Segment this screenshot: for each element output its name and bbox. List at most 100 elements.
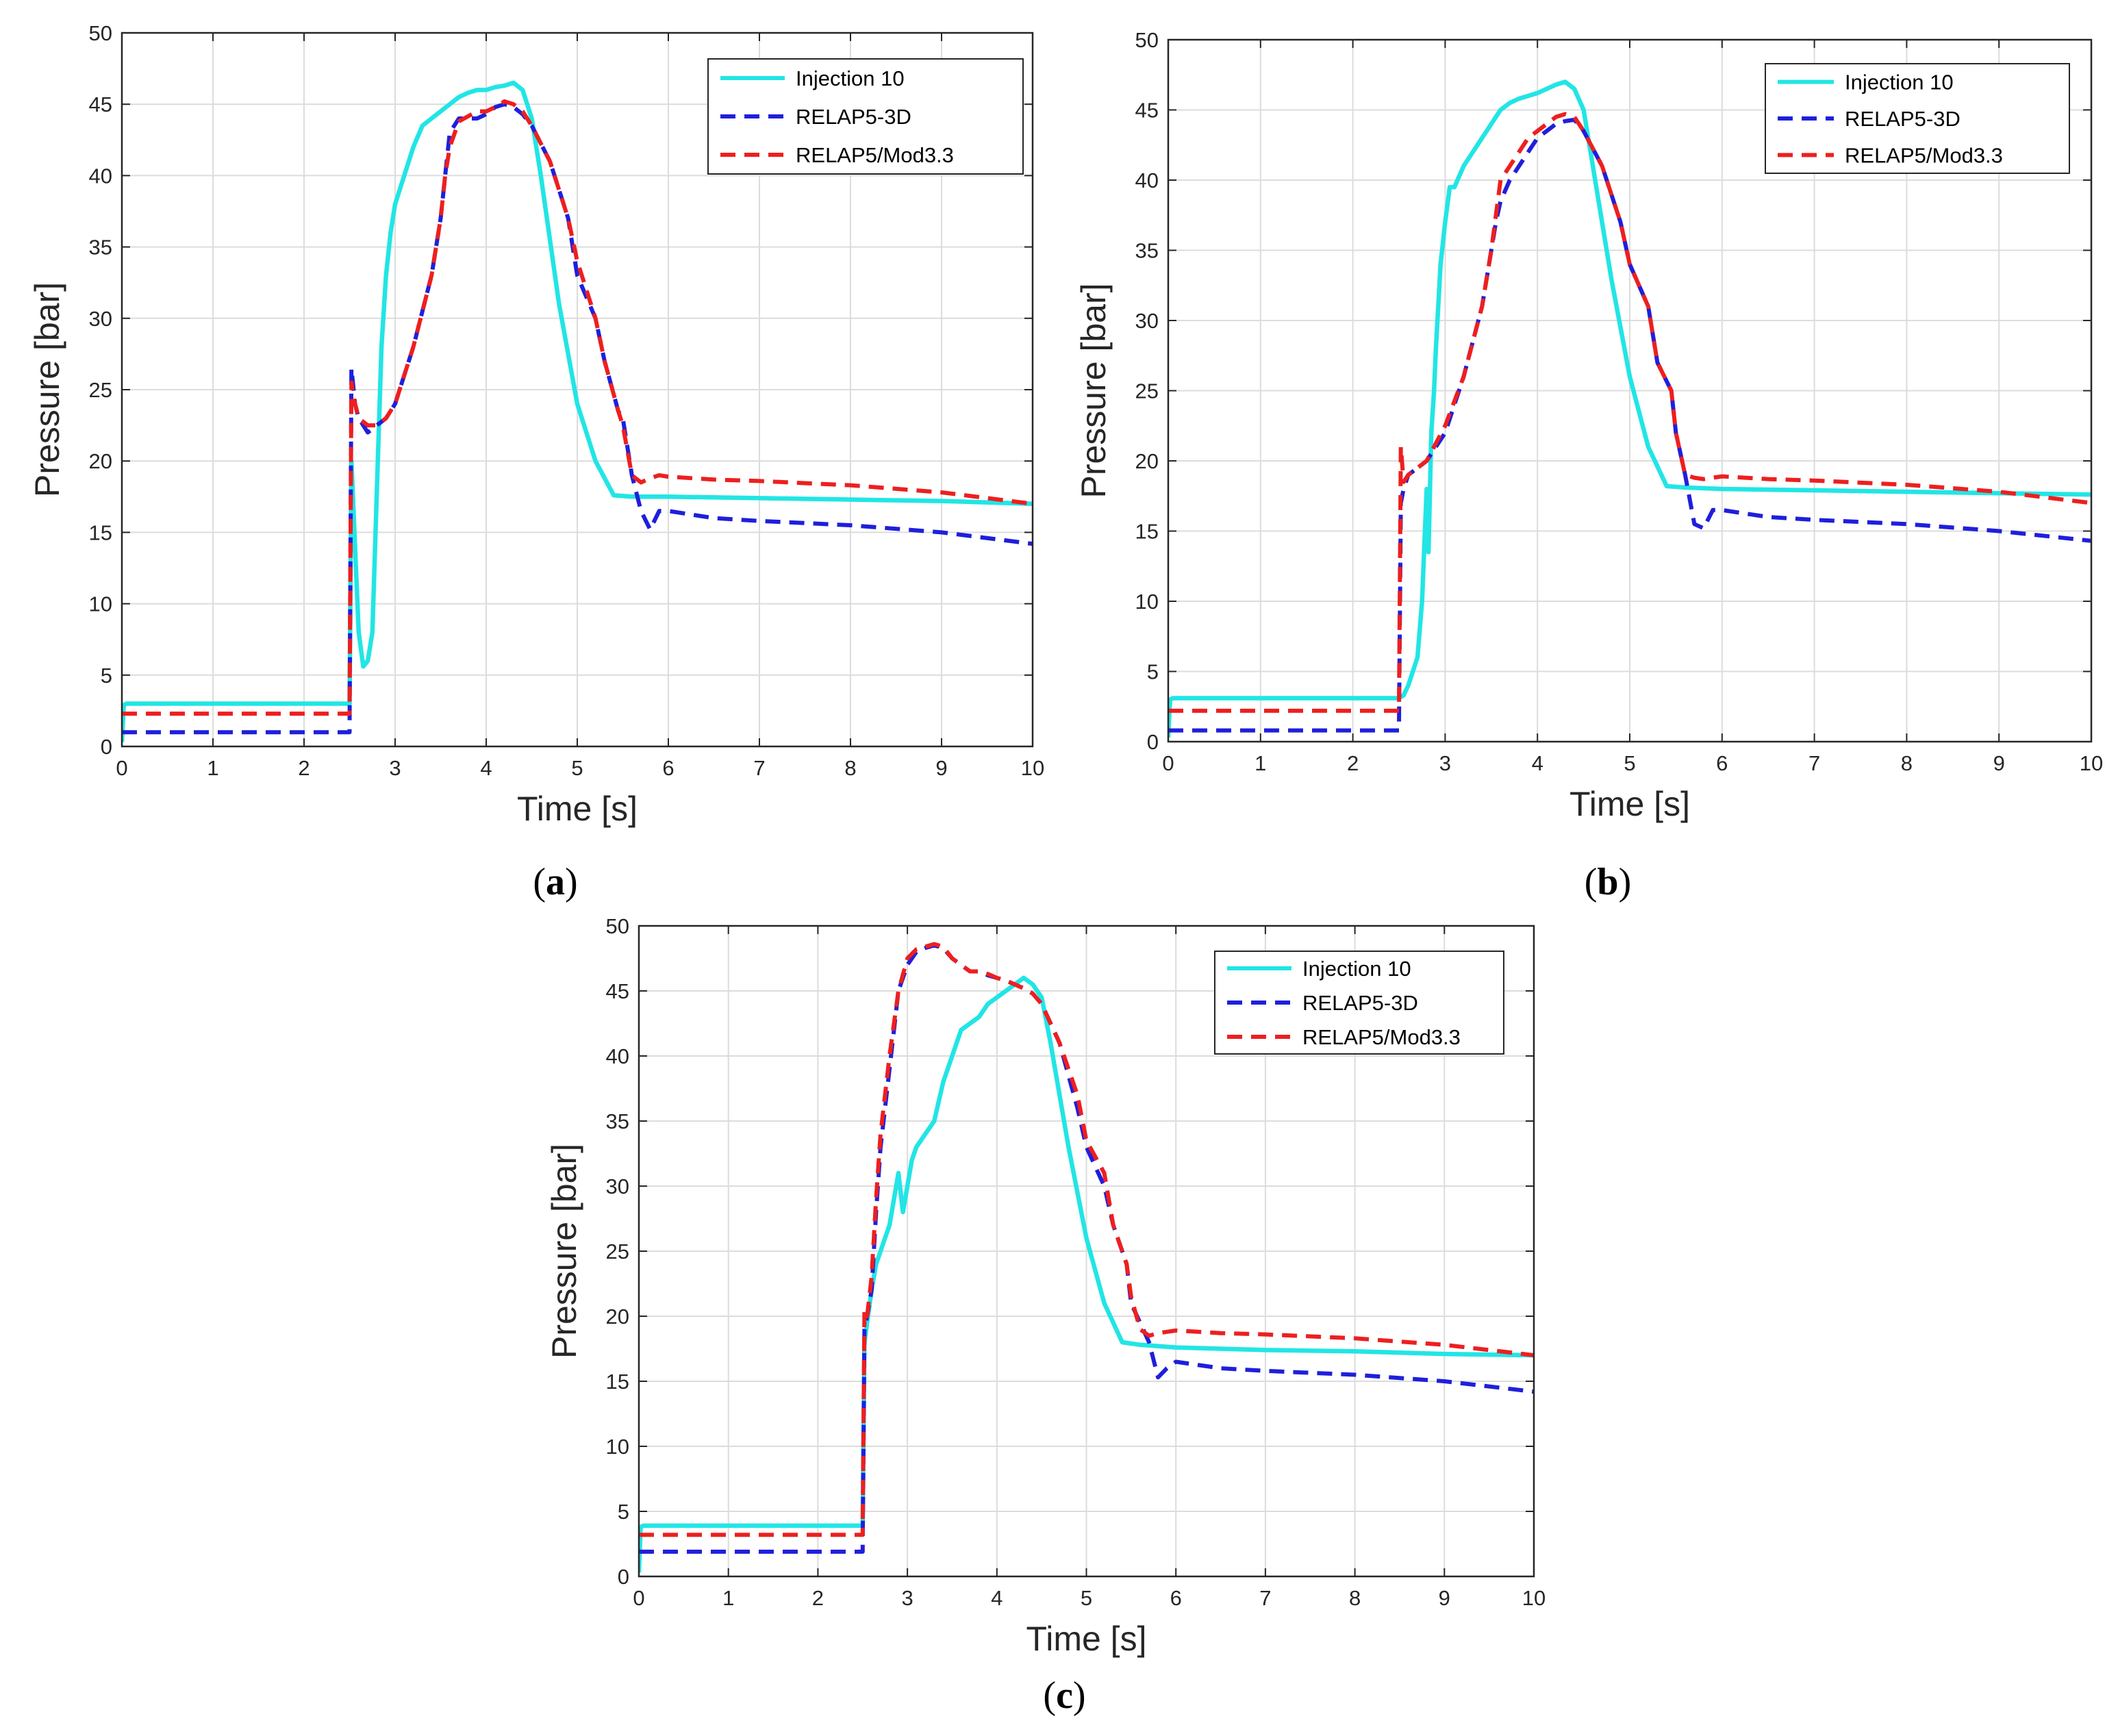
y-tick-label: 10 <box>1135 590 1159 614</box>
y-tick-label: 50 <box>1135 28 1159 52</box>
legend-entry-label: RELAP5-3D <box>796 105 911 129</box>
y-tick-label: 30 <box>1135 309 1159 333</box>
panel-caption: (c) <box>1043 1674 1085 1717</box>
x-tick-label: 8 <box>1901 751 1913 775</box>
x-tick-label: 1 <box>722 1586 734 1610</box>
y-tick-label: 20 <box>89 449 112 473</box>
y-tick-label: 5 <box>101 664 112 688</box>
legend-entry-label: RELAP5/Mod3.3 <box>1302 1025 1461 1049</box>
y-tick-label: 35 <box>1135 239 1159 263</box>
x-tick-label: 6 <box>662 756 674 780</box>
x-tick-label: 1 <box>1255 751 1266 775</box>
y-tick-label: 5 <box>1147 660 1159 684</box>
x-tick-label: 9 <box>1993 751 2005 775</box>
x-tick-label: 0 <box>633 1586 644 1610</box>
y-tick-label: 50 <box>89 21 112 45</box>
y-tick-label: 20 <box>1135 449 1159 473</box>
x-axis-label: Time [s] <box>517 790 638 828</box>
caption-close-paren: ) <box>1073 1674 1086 1717</box>
x-tick-label: 0 <box>1162 751 1174 775</box>
legend: Injection 10 RELAP5-3D RELAP5/Mod3.3 <box>707 58 1024 175</box>
caption-letter: b <box>1597 861 1618 903</box>
legend-entry-label: Injection 10 <box>1302 957 1411 981</box>
y-axis-label: Pressure [bar] <box>545 1144 583 1359</box>
x-tick-label: 4 <box>480 756 492 780</box>
series-group <box>1168 79 2091 738</box>
x-tick-label: 5 <box>571 756 583 780</box>
caption-open-paren: ( <box>1585 861 1598 903</box>
x-axis-label: Time [s] <box>1569 785 1690 823</box>
series-line-injection-10 <box>639 975 1534 1573</box>
y-tick-label: 10 <box>606 1435 629 1459</box>
x-tick-label: 7 <box>753 756 765 780</box>
y-tick-label: 40 <box>1135 168 1159 192</box>
x-tick-label: 0 <box>116 756 127 780</box>
x-axis-label: Time [s] <box>1026 1620 1147 1658</box>
y-tick-label: 15 <box>606 1370 629 1394</box>
y-tick-label: 0 <box>618 1565 629 1589</box>
series-line-relap5-mod3-3 <box>1168 112 2091 713</box>
x-tick-label: 8 <box>1349 1586 1361 1610</box>
legend-entry-label: Injection 10 <box>796 66 905 90</box>
x-tick-label: 3 <box>901 1586 913 1610</box>
series-line-relap5-3d <box>122 102 1033 735</box>
x-tick-label: 10 <box>2080 751 2103 775</box>
y-tick-label: 0 <box>101 735 112 759</box>
x-tick-label: 9 <box>1439 1586 1450 1610</box>
x-tick-label: 4 <box>991 1586 1003 1610</box>
y-tick-label: 45 <box>89 92 112 116</box>
x-tick-label: 7 <box>1259 1586 1271 1610</box>
series-line-injection-10 <box>122 80 1033 742</box>
x-tick-label: 10 <box>1021 756 1044 780</box>
legend-entry-label: RELAP5-3D <box>1302 991 1418 1015</box>
y-tick-label: 45 <box>1135 99 1159 123</box>
x-tick-label: 3 <box>1439 751 1451 775</box>
panel-caption: (b) <box>1585 861 1631 903</box>
y-tick-label: 40 <box>89 164 112 188</box>
caption-open-paren: ( <box>533 861 546 903</box>
caption-letter: a <box>546 861 565 903</box>
x-tick-label: 10 <box>1522 1586 1546 1610</box>
x-tick-label: 6 <box>1716 751 1728 775</box>
y-tick-label: 10 <box>89 592 112 616</box>
caption-close-paren: ) <box>565 861 578 903</box>
y-tick-label: 15 <box>1135 520 1159 544</box>
series-group <box>122 80 1033 742</box>
y-tick-label: 40 <box>606 1044 629 1068</box>
legend: Injection 10 RELAP5-3D RELAP5/Mod3.3 <box>1765 63 2070 174</box>
series-line-injection-10 <box>1168 79 2091 738</box>
x-tick-label: 5 <box>1624 751 1635 775</box>
y-tick-label: 25 <box>606 1240 629 1263</box>
x-tick-label: 8 <box>844 756 856 780</box>
y-tick-label: 25 <box>89 378 112 402</box>
x-tick-label: 4 <box>1532 751 1543 775</box>
x-tick-label: 3 <box>389 756 401 780</box>
legend-entry-label: RELAP5/Mod3.3 <box>796 143 954 167</box>
y-tick-label: 25 <box>1135 379 1159 403</box>
legend: Injection 10 RELAP5-3D RELAP5/Mod3.3 <box>1214 951 1504 1055</box>
legend-entry-label: RELAP5-3D <box>1845 107 1961 131</box>
caption-letter: c <box>1056 1674 1073 1717</box>
series-line-relap5-3d <box>1168 117 2091 733</box>
panel-caption: (a) <box>533 861 577 903</box>
series-line-relap5-mod3-3 <box>122 99 1033 716</box>
y-tick-label: 15 <box>89 520 112 544</box>
y-tick-label: 35 <box>89 236 112 260</box>
x-tick-label: 1 <box>207 756 218 780</box>
y-axis-label: Pressure [bar] <box>28 282 66 497</box>
caption-close-paren: ) <box>1619 861 1632 903</box>
y-axis-label: Pressure [bar] <box>1074 283 1113 498</box>
y-tick-label: 50 <box>606 914 629 938</box>
x-tick-label: 2 <box>812 1586 824 1610</box>
x-tick-label: 7 <box>1808 751 1820 775</box>
y-tick-label: 5 <box>618 1500 629 1524</box>
series-group <box>639 942 1534 1573</box>
legend-entry-label: RELAP5/Mod3.3 <box>1845 143 2003 167</box>
x-tick-label: 5 <box>1081 1586 1092 1610</box>
x-tick-label: 9 <box>935 756 947 780</box>
x-tick-label: 2 <box>298 756 310 780</box>
x-tick-label: 2 <box>1347 751 1359 775</box>
